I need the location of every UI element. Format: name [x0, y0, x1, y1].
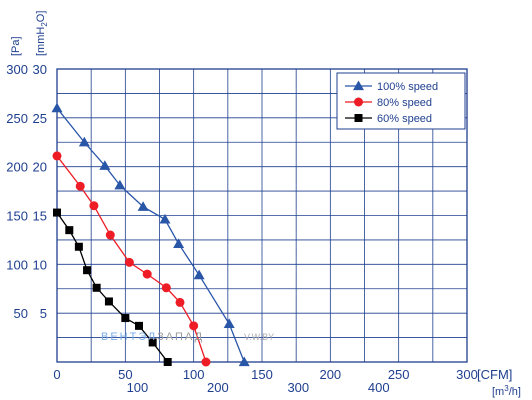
x-tick-label-m3h: 400 — [368, 380, 390, 395]
x-tick-label-cfm: 200 — [319, 367, 341, 382]
y-tick-label-pa: 200 — [6, 160, 28, 175]
data-point — [89, 201, 99, 211]
data-point — [104, 297, 113, 306]
legend-label: 80% speed — [377, 97, 432, 109]
y-tick-label-mmh2o: 30 — [33, 62, 47, 77]
data-point — [189, 321, 199, 331]
x-tick-label-cfm: 300 — [456, 367, 478, 382]
data-point — [142, 269, 152, 279]
series-3 — [53, 208, 172, 366]
y-unit-pa: [Pa] — [10, 36, 22, 56]
legend-label: 100% speed — [377, 81, 438, 93]
data-point — [99, 160, 111, 170]
y-tick-label-mmh2o: 15 — [33, 209, 47, 224]
x-tick-label-m3h: 200 — [207, 380, 229, 395]
x-tick-label-cfm: 250 — [388, 367, 410, 382]
x-unit-cfm: [CFM] — [477, 367, 512, 382]
data-point — [193, 269, 205, 280]
data-point — [175, 297, 185, 307]
series-line — [56, 155, 207, 363]
data-point — [53, 208, 61, 217]
legend-items: 100% speed 80% speed 60% speed — [345, 80, 438, 125]
data-point — [223, 318, 235, 329]
data-point — [159, 213, 171, 224]
x-tick-label-m3h: 300 — [287, 380, 309, 395]
watermark-part3: V.W.BY — [244, 332, 274, 342]
legend-swatch-marker — [353, 80, 364, 91]
y-ticks-pa: 50 100 150 200 250 300 — [6, 62, 28, 321]
data-point — [74, 242, 83, 251]
series-line — [56, 212, 169, 363]
y-tick-label-pa: 300 — [6, 62, 28, 77]
y-tick-label-pa: 50 — [14, 306, 28, 321]
y-tick-label-mmh2o: 20 — [33, 160, 47, 175]
legend-swatch-marker — [354, 114, 363, 122]
data-point — [173, 238, 185, 248]
legend-item: 100% speed — [345, 80, 438, 93]
y-ticks-mmh2o: 5 10 15 20 25 30 — [33, 62, 47, 321]
x-tick-label-cfm: 150 — [251, 367, 273, 382]
series-1 — [51, 102, 250, 367]
legend-label: 60% speed — [377, 113, 432, 125]
data-point — [52, 151, 62, 161]
x-ticks-cfm: 0 50 100 150 200 250 300 — [53, 367, 477, 382]
x-tick-label-cfm: 0 — [53, 367, 60, 382]
data-point — [161, 283, 171, 293]
x-tick-label-cfm: 50 — [118, 367, 132, 382]
legend-item: 80% speed — [345, 97, 432, 109]
data-point — [238, 356, 250, 367]
y-tick-label-pa: 250 — [6, 111, 28, 126]
y-tick-label-mmh2o: 5 — [40, 306, 47, 321]
svg-text:ВЕНТЭЛЗАПАД: ВЕНТЭЛЗАПАД — [101, 331, 204, 343]
x-ticks-m3h: 100 200 300 400 — [127, 380, 390, 395]
y-tick-label-pa: 100 — [6, 257, 28, 272]
data-point — [121, 314, 130, 323]
y-tick-label-mmh2o: 10 — [33, 257, 47, 272]
data-point — [148, 338, 157, 347]
series-layer — [51, 102, 250, 367]
data-point — [92, 283, 101, 292]
data-point — [51, 102, 63, 113]
y-tick-label-mmh2o: 25 — [33, 111, 47, 126]
data-point — [83, 266, 92, 275]
data-point — [65, 226, 74, 235]
y-unit-mmh2o: [mmH2O] — [35, 11, 49, 56]
data-point — [163, 358, 172, 366]
y-tick-label-pa: 150 — [6, 209, 28, 224]
legend-swatch-marker — [354, 97, 363, 107]
data-point — [105, 230, 115, 240]
x-tick-label-cfm: 100 — [183, 367, 205, 382]
watermark-part1: ВЕНТЭЛ — [101, 331, 157, 343]
x-tick-label-m3h: 100 — [127, 380, 149, 395]
data-point — [137, 201, 149, 211]
watermark-part2: ЗАПАД — [157, 331, 204, 343]
data-point — [75, 181, 85, 191]
series-line — [56, 107, 245, 363]
data-point — [114, 179, 126, 190]
data-point — [135, 321, 143, 330]
legend-item: 60% speed — [345, 113, 432, 125]
series-2 — [52, 151, 211, 367]
data-point — [78, 136, 90, 147]
data-point — [201, 357, 211, 367]
x-unit-m3h: [m3/h] — [492, 384, 521, 398]
data-point — [124, 257, 134, 267]
watermark: ВЕНТЭЛЗАПАД V.W.BY — [101, 331, 274, 343]
legend: 100% speed 80% speed 60% speed — [336, 72, 466, 130]
